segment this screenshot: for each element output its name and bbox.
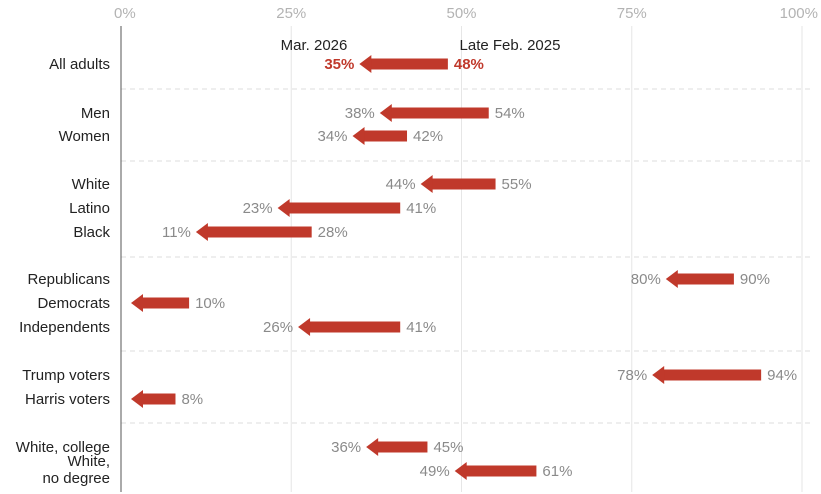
category-label: Harris voters xyxy=(25,391,110,408)
change-arrowhead xyxy=(277,199,290,217)
row: Harris voters 8% xyxy=(25,390,203,408)
row: Men 54% 38% xyxy=(81,104,525,122)
end-value-label: 49% xyxy=(420,463,450,480)
end-value-label: 78% xyxy=(617,367,647,384)
group-separators xyxy=(121,88,812,424)
change-arrow-shaft xyxy=(464,465,537,477)
category-label: Independents xyxy=(19,319,110,336)
category-label: Republicans xyxy=(27,271,110,288)
start-value-label: 41% xyxy=(406,319,436,336)
x-tick-label: 50% xyxy=(446,5,476,22)
change-arrowhead xyxy=(366,438,379,456)
change-arrowhead xyxy=(652,366,665,384)
start-value-label: 45% xyxy=(433,439,463,456)
category-label: Latino xyxy=(69,200,110,217)
end-value-label: 80% xyxy=(631,271,661,288)
start-value-label: 90% xyxy=(740,271,770,288)
start-value-label: 61% xyxy=(542,463,572,480)
change-arrow-shaft xyxy=(430,178,496,190)
legend-end-label: Mar. 2026 xyxy=(281,37,348,54)
category-label: White xyxy=(72,176,110,193)
row: White 55% 44% xyxy=(72,175,532,193)
change-arrow-shaft xyxy=(369,58,448,70)
change-arrowhead xyxy=(298,318,311,336)
start-value-label: 54% xyxy=(495,105,525,122)
change-arrowhead xyxy=(352,127,365,145)
legend: Mar. 2026 Late Feb. 2025 xyxy=(281,37,561,54)
change-arrowhead xyxy=(131,294,143,312)
change-arrow-shaft xyxy=(675,273,734,285)
change-arrowhead xyxy=(665,270,678,288)
x-tick-label: 25% xyxy=(276,5,306,22)
change-arrow-shaft xyxy=(205,226,312,238)
change-arrow-shaft xyxy=(141,393,176,405)
start-value-label: 8% xyxy=(181,391,203,408)
row: Trump voters 94% 78% xyxy=(22,366,797,384)
start-value-label: 48% xyxy=(454,56,484,73)
change-arrowhead xyxy=(420,175,433,193)
category-label: Trump voters xyxy=(22,367,110,384)
change-arrow-shaft xyxy=(141,297,190,309)
start-value-label: 55% xyxy=(502,176,532,193)
category-label: Democrats xyxy=(37,295,110,312)
x-tick-label: 100% xyxy=(780,5,818,22)
change-arrowhead xyxy=(379,104,392,122)
end-value-label: 34% xyxy=(318,128,348,145)
change-arrow-shaft xyxy=(308,321,401,333)
category-label: Men xyxy=(81,105,110,122)
end-value-label: 35% xyxy=(324,56,354,73)
start-value-label: 42% xyxy=(413,128,443,145)
start-value-label: 10% xyxy=(195,295,225,312)
change-arrow-shaft xyxy=(662,369,762,381)
row: White, college 45% 36% xyxy=(16,438,463,456)
category-label: Black xyxy=(73,224,110,241)
x-tick-label: 0% xyxy=(114,5,136,22)
rows: All adults 48% 35% Men 54% 38% Women 42% 34% Whit… xyxy=(16,55,797,487)
start-value-label: 41% xyxy=(406,200,436,217)
legend-start-label: Late Feb. 2025 xyxy=(460,37,561,54)
row: Democrats 10% xyxy=(37,294,225,312)
change-arrowhead xyxy=(454,462,467,480)
row: White, no degree 61% 49% xyxy=(42,453,572,487)
x-tick-label: 75% xyxy=(617,5,647,22)
row: Women 42% 34% xyxy=(59,127,443,145)
change-arrow-shaft xyxy=(389,107,489,119)
start-value-label: 94% xyxy=(767,367,797,384)
change-arrowhead xyxy=(131,390,143,408)
end-value-label: 11% xyxy=(162,224,191,241)
category-label: Women xyxy=(59,128,110,145)
row: Independents 41% 26% xyxy=(19,318,436,336)
gridlines xyxy=(290,26,803,492)
category-label: All adults xyxy=(49,56,110,73)
end-value-label: 44% xyxy=(386,176,416,193)
row: All adults 48% 35% xyxy=(49,55,484,73)
x-axis-ticks: 0% 25% 50% 75% 100% xyxy=(114,5,818,22)
start-value-label: 28% xyxy=(318,224,348,241)
category-label: White, no degree xyxy=(42,453,110,487)
row: Latino 41% 23% xyxy=(69,199,436,217)
end-value-label: 36% xyxy=(331,439,361,456)
end-value-label: 23% xyxy=(243,200,273,217)
change-arrow-shaft xyxy=(376,441,428,453)
change-arrowhead xyxy=(359,55,372,73)
change-arrow-shaft xyxy=(362,130,408,142)
change-arrow-shaft xyxy=(287,202,401,214)
end-value-label: 26% xyxy=(263,319,293,336)
change-arrowhead xyxy=(195,223,208,241)
row: Republicans 90% 80% xyxy=(27,270,770,288)
end-value-label: 38% xyxy=(345,105,375,122)
row: Black 28% 11% xyxy=(73,223,348,241)
category-label: White, college xyxy=(16,439,110,456)
